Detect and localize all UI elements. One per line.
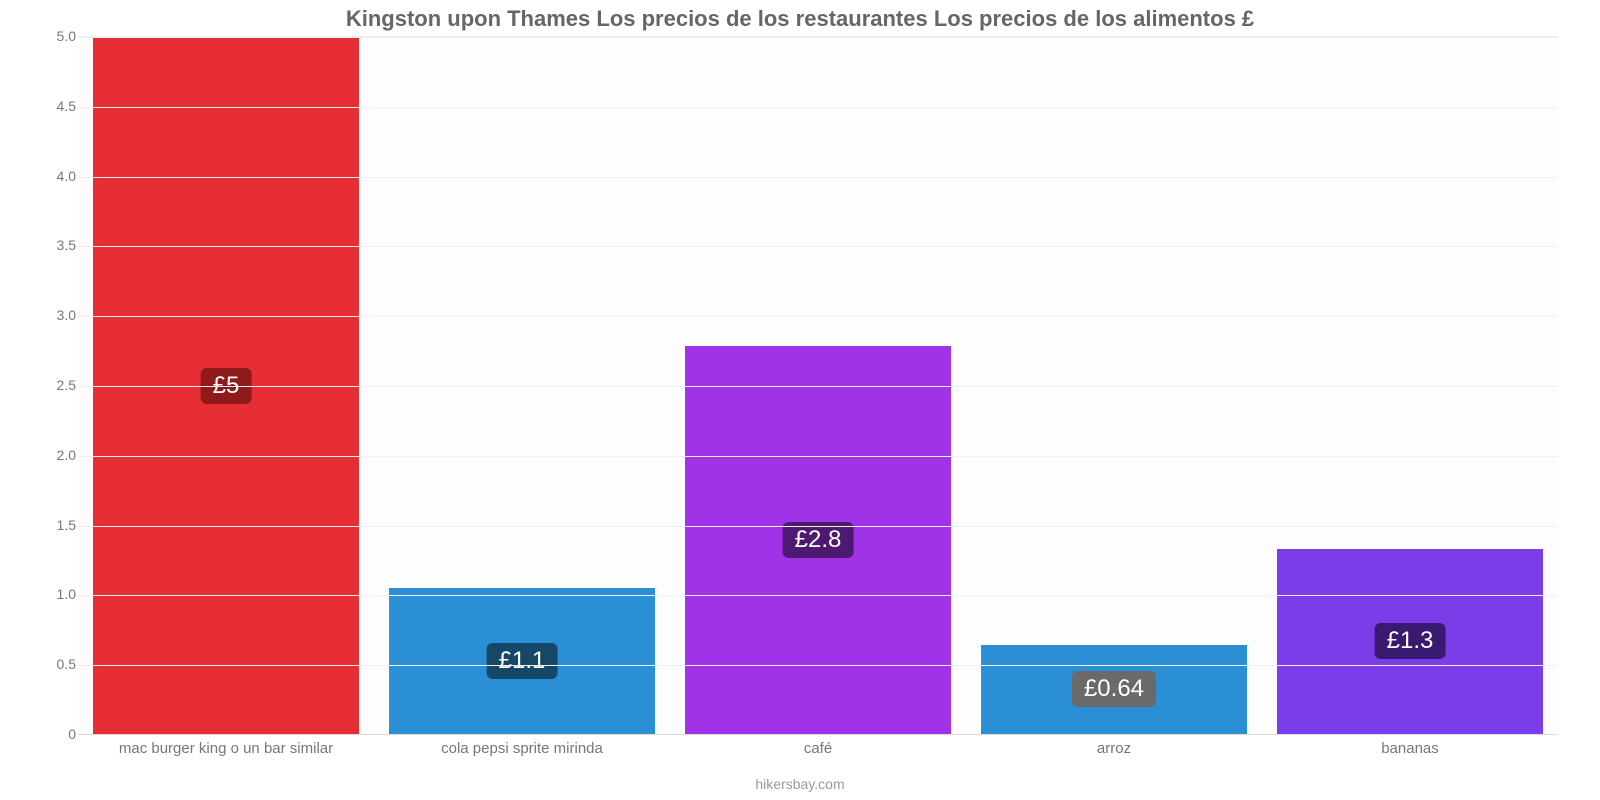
value-badge: £2.8 xyxy=(783,522,854,558)
y-tick-label: 0 xyxy=(36,726,76,742)
bar: £1.3 xyxy=(1277,549,1543,734)
gridline xyxy=(78,386,1558,387)
y-tick-label: 4.0 xyxy=(36,168,76,184)
gridline xyxy=(78,177,1558,178)
price-bar-chart: Kingston upon Thames Los precios de los … xyxy=(30,0,1570,800)
bar: £1.1 xyxy=(389,588,655,734)
bar: £2.8 xyxy=(685,346,951,734)
bar: £0.64 xyxy=(981,645,1247,734)
x-axis-line xyxy=(78,734,1558,735)
y-tick-label: 1.0 xyxy=(36,586,76,602)
gridline xyxy=(78,316,1558,317)
x-tick-label: bananas xyxy=(1262,740,1558,757)
gridline xyxy=(78,37,1558,38)
y-tick-label: 5.0 xyxy=(36,28,76,44)
x-tick-label: café xyxy=(670,740,966,757)
value-badge: £0.64 xyxy=(1072,671,1156,707)
y-tick-label: 1.5 xyxy=(36,517,76,533)
y-tick-label: 2.0 xyxy=(36,447,76,463)
gridline xyxy=(78,456,1558,457)
gridline xyxy=(78,107,1558,108)
source-label: hikersbay.com xyxy=(30,776,1570,792)
gridline xyxy=(78,526,1558,527)
value-badge: £1.3 xyxy=(1375,623,1446,659)
value-badge: £1.1 xyxy=(487,643,558,679)
plot-area: £5£1.1£2.8£0.64£1.3 xyxy=(78,36,1558,734)
y-tick-label: 0.5 xyxy=(36,656,76,672)
chart-title: Kingston upon Thames Los precios de los … xyxy=(30,0,1570,32)
x-axis-labels: mac burger king o un bar similarcola pep… xyxy=(78,740,1558,757)
y-tick-label: 2.5 xyxy=(36,377,76,393)
y-tick-label: 3.5 xyxy=(36,237,76,253)
x-tick-label: arroz xyxy=(966,740,1262,757)
y-tick-label: 3.0 xyxy=(36,307,76,323)
gridline xyxy=(78,665,1558,666)
gridline xyxy=(78,595,1558,596)
gridline xyxy=(78,246,1558,247)
x-tick-label: cola pepsi sprite mirinda xyxy=(374,740,670,757)
y-tick-label: 4.5 xyxy=(36,98,76,114)
x-tick-label: mac burger king o un bar similar xyxy=(78,740,374,757)
